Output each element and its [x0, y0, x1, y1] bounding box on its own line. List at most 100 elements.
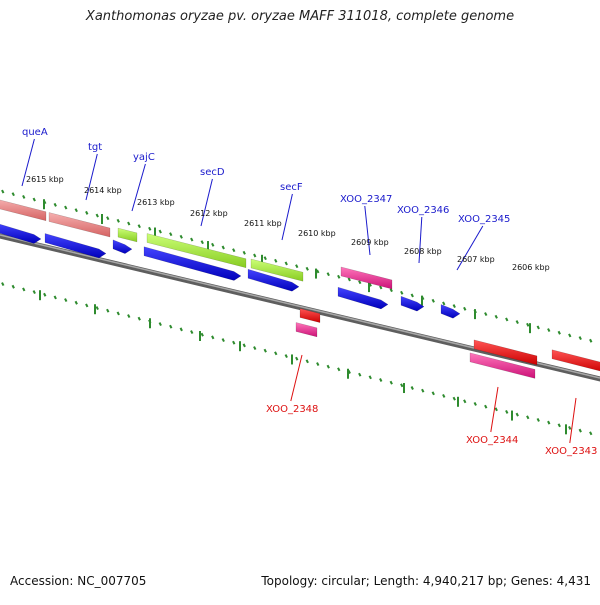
kbp-tick-label: 2607 kbp — [457, 255, 495, 264]
scale-dot-lower — [263, 348, 267, 353]
scale-dot-lower — [526, 415, 530, 420]
scale-dot-lower — [547, 420, 551, 425]
scale-dot-lower — [74, 300, 78, 305]
scale-dot-lower — [494, 407, 498, 412]
scale-dot-upper — [358, 280, 362, 285]
gene-XOO_2348[interactable] — [295, 322, 318, 338]
kbp-tick-label: 2606 kbp — [512, 263, 550, 272]
scale-dot-upper — [463, 306, 467, 311]
scale-dot-lower — [32, 290, 36, 295]
scale-dot-upper — [232, 248, 236, 253]
scale-dot-lower — [232, 340, 236, 345]
scale-dot-upper — [200, 240, 204, 245]
scale-dot-upper — [158, 229, 162, 234]
kbp-tick-label: 2611 kbp — [244, 219, 282, 228]
gene-secD[interactable] — [146, 233, 247, 269]
label-secF[interactable]: secF — [280, 182, 303, 193]
gene-blue-2[interactable] — [44, 233, 107, 259]
scale-dot-lower — [400, 383, 404, 388]
scale-dot-upper — [179, 234, 183, 239]
scale-dot-upper — [295, 264, 299, 269]
kbp-tick-label: 2614 kbp — [84, 186, 122, 195]
scale-dot-lower — [316, 362, 320, 366]
scale-dot-upper — [274, 258, 278, 263]
scale-dot-upper — [284, 261, 288, 266]
scale-dot-lower — [589, 431, 593, 436]
label-XOO_2345[interactable]: XOO_2345 — [458, 214, 510, 225]
kbp-tick-label: 2609 kbp — [351, 238, 389, 247]
scale-dot-lower — [22, 287, 26, 292]
gene-XOO_2346[interactable] — [400, 295, 425, 312]
label-XOO_2343[interactable]: XOO_2343 — [545, 446, 597, 457]
scale-dot-upper — [95, 213, 99, 218]
scale-dot-lower — [53, 295, 57, 300]
scale-dot-lower — [368, 375, 372, 380]
gene-secF[interactable] — [250, 258, 304, 282]
leader-line-XOO_2345 — [456, 225, 484, 271]
leader-line-XOO_2347 — [364, 205, 371, 256]
label-tgt[interactable]: tgt — [88, 142, 102, 153]
gene-XOO_2343[interactable] — [551, 349, 600, 373]
label-XOO_2348[interactable]: XOO_2348 — [266, 404, 318, 415]
gene-XOO_2344-red[interactable] — [473, 339, 538, 366]
scale-dot-lower — [568, 426, 572, 430]
scale-dot-upper — [32, 197, 36, 202]
gene-blue-6[interactable] — [337, 286, 389, 310]
scale-dot-upper — [337, 274, 341, 279]
scale-ticks — [1, 189, 593, 436]
scale-dot-lower — [463, 399, 467, 404]
gene-XOO_2347[interactable] — [340, 266, 393, 290]
gene-blue-5[interactable] — [247, 268, 300, 292]
gene-XOO_2348-red[interactable] — [299, 308, 321, 323]
scale-dot-lower — [431, 391, 435, 396]
label-secD[interactable]: secD — [200, 167, 225, 178]
label-XOO_2346[interactable]: XOO_2346 — [397, 205, 449, 216]
scale-dot-lower — [337, 367, 341, 372]
scale-dot-upper — [536, 325, 540, 330]
scale-dot-upper — [305, 266, 309, 271]
scale-dot-lower — [305, 359, 309, 364]
scale-dot-upper — [379, 285, 383, 290]
leader-line-secD — [200, 178, 213, 227]
scale-dot-lower — [410, 386, 414, 390]
scale-dot-lower — [505, 410, 509, 414]
gene-XOO_2345[interactable] — [440, 304, 461, 319]
scale-dot-lower — [484, 404, 488, 409]
leader-line-yajC — [131, 163, 146, 212]
scale-dot-lower — [242, 343, 246, 348]
scale-dot-lower — [295, 356, 299, 361]
scale-dot-upper — [1, 189, 5, 194]
scale-dot-lower — [85, 303, 89, 308]
scale-dot-upper — [526, 322, 530, 327]
leader-line-queA — [21, 138, 35, 187]
scale-dot-lower — [379, 378, 383, 382]
gene-features — [0, 199, 600, 379]
scale-dot-upper — [452, 304, 456, 309]
gene-tgt[interactable] — [48, 212, 111, 238]
label-yajC[interactable]: yajC — [133, 152, 155, 163]
gene-queA[interactable] — [0, 199, 47, 222]
scale-dot-lower — [158, 322, 162, 327]
label-leader-lines — [21, 138, 577, 444]
label-queA[interactable]: queA — [22, 127, 48, 138]
scale-dot-lower — [421, 388, 425, 393]
scale-dot-lower — [253, 346, 257, 350]
scale-dot-lower — [389, 380, 393, 385]
gene-blue-4[interactable] — [143, 246, 242, 281]
label-XOO_2344[interactable]: XOO_2344 — [466, 435, 518, 446]
scale-dot-upper — [400, 290, 404, 295]
gene-blue-3[interactable] — [112, 239, 133, 254]
scale-dot-upper — [431, 298, 435, 303]
scale-dot-lower — [578, 428, 582, 433]
scale-dot-upper — [410, 293, 414, 298]
gene-XOO_2344[interactable] — [469, 352, 536, 379]
scale-dot-upper — [515, 320, 519, 325]
label-XOO_2347[interactable]: XOO_2347 — [340, 194, 392, 205]
gene-blue-1[interactable] — [0, 223, 42, 244]
scale-dot-lower — [358, 372, 362, 377]
scale-dot-upper — [326, 272, 330, 277]
gene-yajC[interactable] — [117, 227, 138, 243]
scale-dot-upper — [578, 336, 582, 341]
scale-dot-lower — [169, 324, 173, 329]
